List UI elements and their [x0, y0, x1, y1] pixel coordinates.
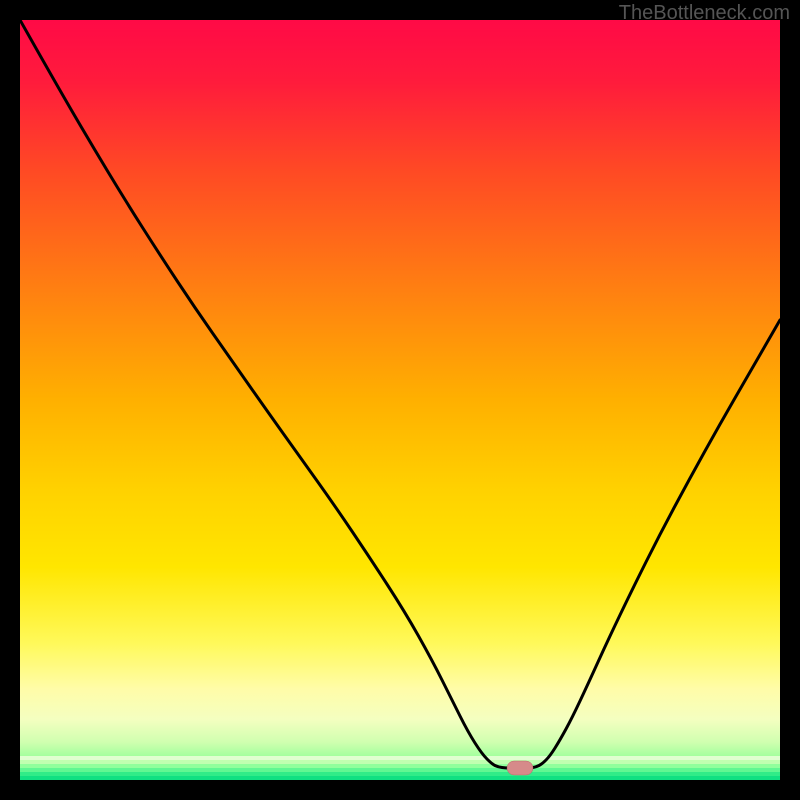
chart-background	[20, 20, 780, 780]
chart-svg	[20, 20, 780, 780]
minimum-marker	[507, 761, 533, 775]
plot-area	[20, 20, 780, 780]
watermark-text: TheBottleneck.com	[619, 2, 790, 25]
chart-floor-stripes	[20, 756, 780, 780]
